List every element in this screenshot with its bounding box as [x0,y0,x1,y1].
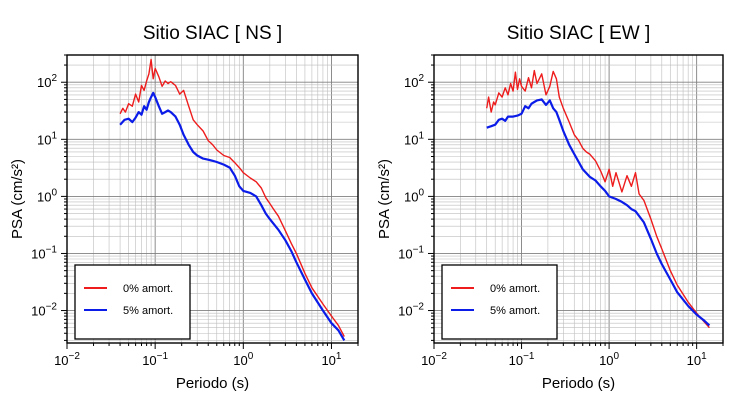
legend-box [441,264,558,340]
y-tick-label: 100 [404,187,424,204]
series-line-amort-0 [486,69,710,329]
y-tick-label: 101 [404,130,424,147]
y-axis-label: PSA (cm/s²) [376,159,393,239]
y-axis-label: PSA (cm/s²) [9,159,26,239]
x-tick-label: 10−1 [142,351,168,368]
legend-box [74,264,191,340]
x-tick-label: 101 [687,351,707,368]
y-tick-label: 102 [37,73,57,90]
x-tick-label: 101 [321,351,341,368]
y-tick-label: 101 [37,130,57,147]
x-tick-label: 10−1 [509,351,535,368]
grid [433,54,724,343]
y-tick-label: 10−2 [398,302,424,319]
legend: 0% amort. 5% amort. [441,264,558,340]
legend-label: 0% amort. [490,283,540,295]
series-line-amort-5 [119,91,346,341]
chart-title: Sitio SIAC [ NS ] [143,23,282,44]
x-tick-label: 10−2 [54,351,80,368]
chart-panel-ns: 10−2 10−1 100 101 102 101 100 10−1 10−2 Sitio SIA… [9,23,359,392]
legend-label: 0% amort. [123,283,173,295]
chart-title: Sitio SIAC [ EW ] [507,23,651,44]
legend: 0% amort. 5% amort. [74,264,191,340]
x-axis-label: Periodo (s) [176,375,249,392]
series-line-amort-5 [486,98,711,327]
x-tick-label: 10−2 [421,351,447,368]
y-tick-label: 102 [404,73,424,90]
legend-label: 5% amort. [490,305,540,317]
y-tick-label: 10−1 [398,244,424,261]
y-tick-label: 10−2 [31,302,57,319]
chart-panel-ew: 10−2 10−1 100 101 102 101 100 10−1 10−2 Sitio SIA… [376,23,724,392]
x-tick-label: 100 [599,351,619,368]
series-line-amort-0 [119,58,345,337]
x-axis-label: Periodo (s) [542,375,615,392]
legend-label: 5% amort. [123,305,173,317]
y-tick-label: 100 [37,187,57,204]
y-tick-label: 10−1 [31,244,57,261]
x-tick-label: 100 [233,351,253,368]
